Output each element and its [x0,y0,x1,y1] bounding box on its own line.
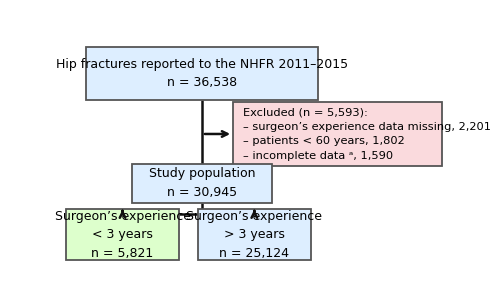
FancyBboxPatch shape [233,102,442,166]
FancyBboxPatch shape [66,209,179,260]
Text: Excluded (n = 5,593):
– surgeon’s experience data missing, 2,201
– patients < 60: Excluded (n = 5,593): – surgeon’s experi… [242,108,490,161]
Text: Surgeon’s experience
> 3 years
n = 25,124: Surgeon’s experience > 3 years n = 25,12… [186,210,322,260]
Text: Surgeon’s experience
< 3 years
n = 5,821: Surgeon’s experience < 3 years n = 5,821 [54,210,190,260]
Text: Hip fractures reported to the NHFR 2011–2015
n = 36,538: Hip fractures reported to the NHFR 2011–… [56,58,348,89]
FancyBboxPatch shape [198,209,310,260]
FancyBboxPatch shape [86,47,318,100]
FancyBboxPatch shape [132,164,272,203]
Text: Study population
n = 30,945: Study population n = 30,945 [149,168,256,199]
